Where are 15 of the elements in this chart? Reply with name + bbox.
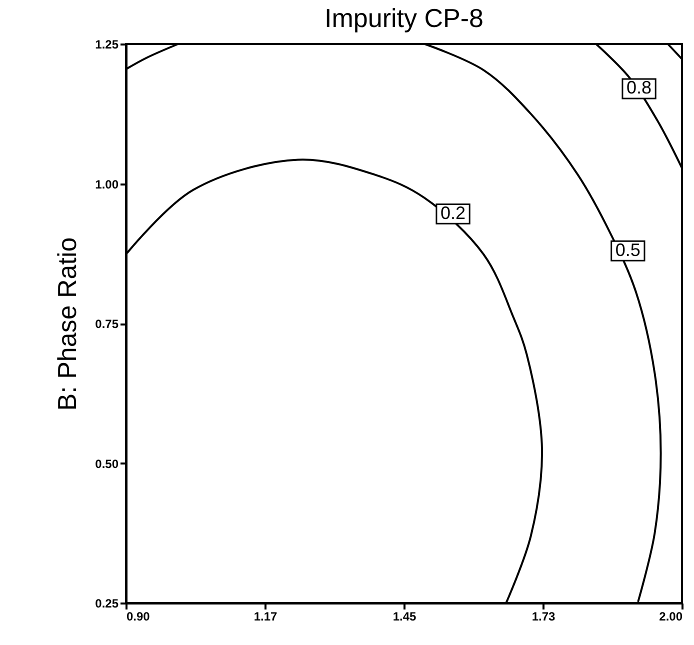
x-tick-label: 1.45 <box>392 610 416 624</box>
annotation: 0.8 <box>626 78 652 98</box>
x-tick-label: 2.00 <box>659 610 683 624</box>
y-tick-label: 0.75 <box>95 317 119 331</box>
y-tick-label: 0.50 <box>95 456 119 471</box>
y-tick-label: 1.25 <box>95 38 119 52</box>
annotation: 0.5 <box>615 240 640 260</box>
y-tick-label: 1.00 <box>95 177 119 192</box>
annotation: 0.2 <box>440 202 466 223</box>
x-tick-label: 1.73 <box>532 610 556 624</box>
y-axis-title: B: Phase Ratio <box>52 237 82 411</box>
chart-title: Impurity CP-8 <box>324 3 484 33</box>
x-tick-label: 1.17 <box>254 610 278 624</box>
x-tick-label: 0.90 <box>126 610 150 624</box>
y-tick-label: 0.25 <box>95 596 119 610</box>
